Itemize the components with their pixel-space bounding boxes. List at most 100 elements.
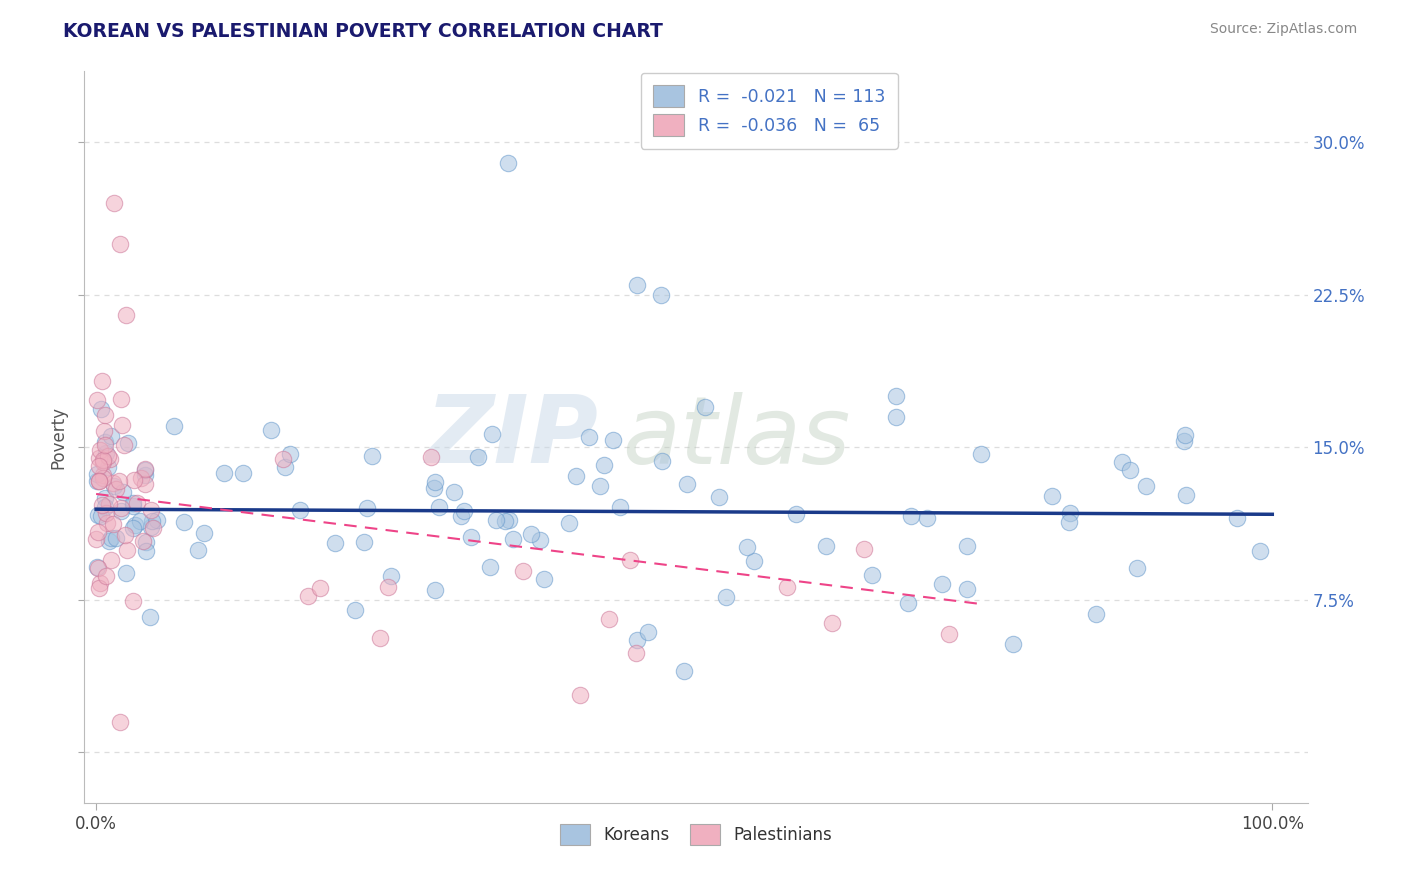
Point [821, 615, 844, 630]
Point [478, 560, 501, 574]
Point [274, 460, 297, 475]
Point [900, 509, 922, 524]
Point [103, 479, 125, 493]
Point [450, 509, 472, 524]
Point [87, 581, 110, 595]
Point [94, 491, 117, 505]
Point [309, 581, 332, 595]
Y-axis label: Poverty: Poverty [49, 406, 67, 468]
Point [423, 482, 446, 496]
Point [1249, 544, 1271, 558]
Point [91, 452, 114, 467]
Text: ZIP: ZIP [425, 391, 598, 483]
Point [103, 475, 125, 490]
Point [103, 196, 125, 211]
Point [626, 277, 648, 292]
Point [97, 460, 120, 475]
Point [110, 392, 132, 407]
Point [94, 434, 117, 449]
Point [343, 603, 366, 617]
Point [134, 462, 156, 476]
Point [93, 468, 115, 483]
Point [145, 513, 167, 527]
Point [619, 553, 641, 567]
Point [485, 513, 508, 527]
Point [368, 632, 391, 646]
Point [108, 714, 131, 729]
Point [1174, 427, 1197, 442]
Point [356, 501, 378, 516]
Point [100, 552, 122, 566]
Point [108, 237, 131, 252]
Point [162, 418, 184, 433]
Point [1059, 515, 1081, 529]
Point [260, 423, 283, 437]
Point [481, 426, 503, 441]
Point [98, 451, 121, 466]
Point [87, 474, 110, 488]
Point [93, 424, 115, 438]
Point [529, 533, 551, 547]
Point [467, 450, 489, 464]
Point [94, 500, 117, 514]
Point [443, 485, 465, 500]
Point [114, 308, 136, 322]
Point [323, 536, 346, 550]
Point [132, 534, 155, 549]
Point [1126, 560, 1149, 574]
Point [104, 531, 127, 545]
Point [637, 624, 659, 639]
Point [814, 539, 837, 553]
Point [105, 482, 128, 496]
Point [884, 389, 907, 403]
Point [127, 496, 149, 510]
Point [1175, 488, 1198, 502]
Point [173, 515, 195, 529]
Point [502, 532, 524, 546]
Point [626, 646, 648, 660]
Point [589, 479, 612, 493]
Point [602, 433, 624, 447]
Point [87, 561, 110, 575]
Point [297, 589, 319, 603]
Point [1084, 607, 1107, 621]
Point [134, 467, 156, 482]
Point [134, 535, 156, 549]
Point [232, 466, 254, 480]
Point [693, 400, 716, 414]
Point [568, 688, 591, 702]
Point [377, 580, 399, 594]
Point [1059, 506, 1081, 520]
Point [626, 633, 648, 648]
Point [427, 500, 450, 514]
Point [91, 455, 114, 469]
Point [735, 540, 758, 554]
Point [111, 418, 134, 433]
Point [124, 518, 146, 533]
Legend: Koreans, Palestinians: Koreans, Palestinians [548, 812, 844, 856]
Point [609, 500, 631, 515]
Point [897, 596, 920, 610]
Point [90, 402, 112, 417]
Point [96, 516, 118, 530]
Point [86, 392, 108, 407]
Point [716, 590, 738, 604]
Point [744, 554, 766, 568]
Point [852, 542, 875, 557]
Point [533, 572, 555, 586]
Point [785, 507, 807, 521]
Point [598, 612, 620, 626]
Point [112, 485, 135, 500]
Point [91, 374, 114, 388]
Point [91, 471, 114, 485]
Point [361, 450, 384, 464]
Point [212, 466, 235, 480]
Point [1135, 478, 1157, 492]
Point [673, 664, 696, 678]
Point [139, 519, 162, 533]
Point [520, 527, 543, 541]
Point [423, 582, 446, 597]
Point [108, 475, 131, 489]
Point [87, 525, 110, 540]
Point [96, 450, 118, 464]
